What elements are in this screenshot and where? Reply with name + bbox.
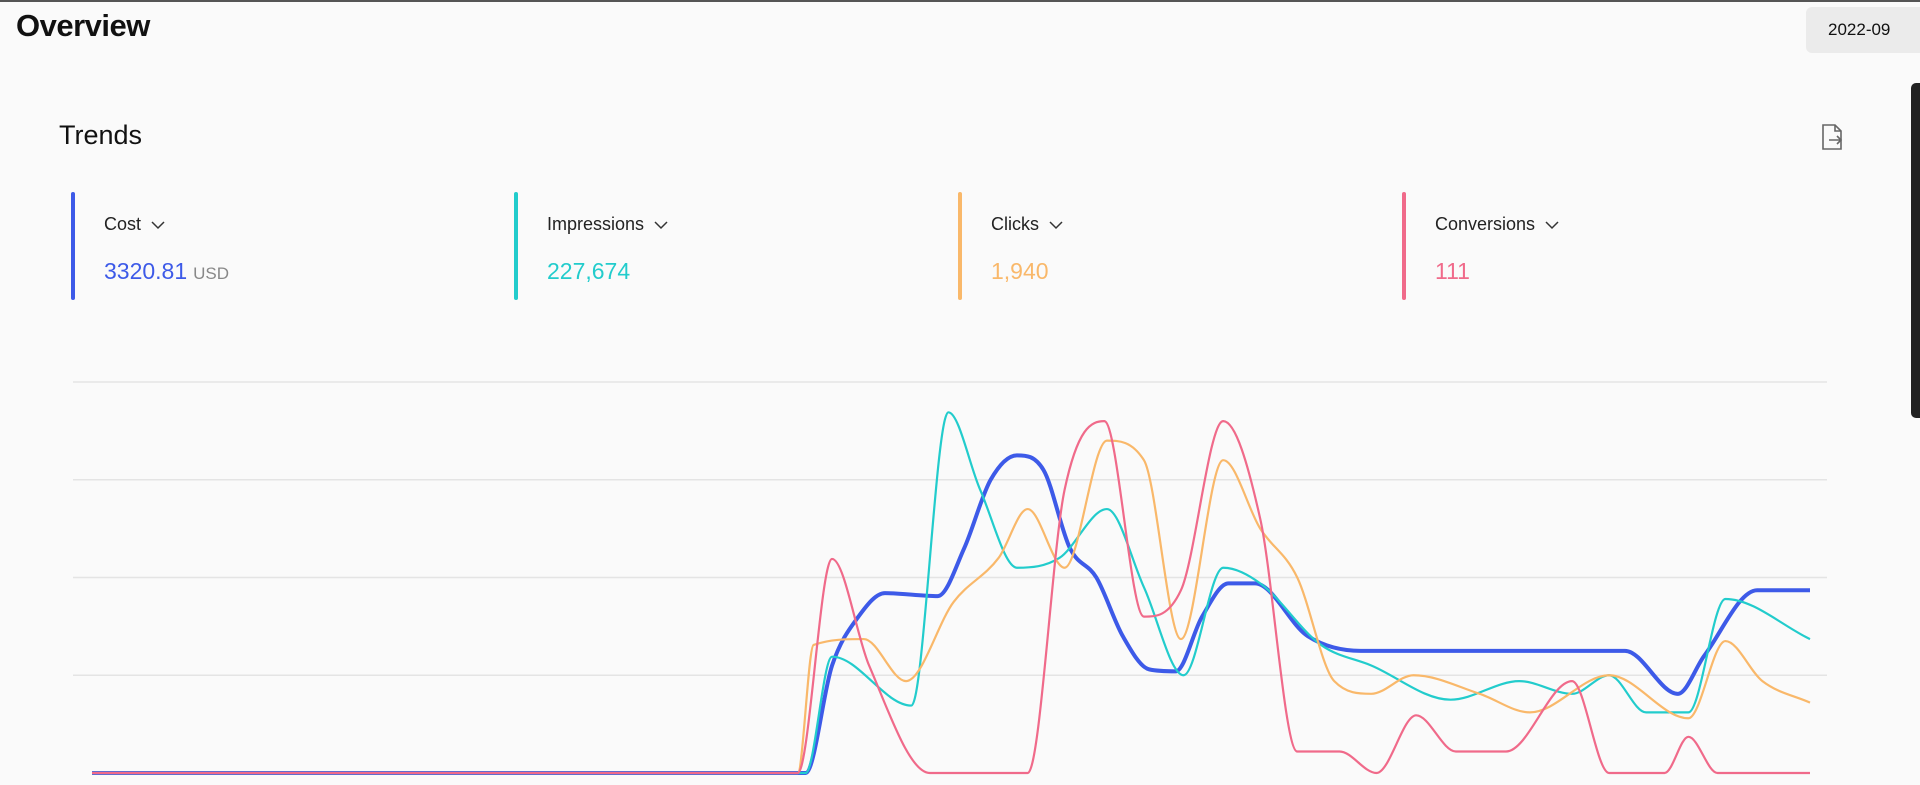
- chevron-down-icon: [1545, 220, 1559, 229]
- metric-label: Conversions: [1435, 214, 1536, 234]
- metric-label: Clicks: [991, 214, 1039, 234]
- metric-card-clicks[interactable]: Clicks 1,940: [958, 192, 1318, 300]
- metric-value: 3320.81 USD: [104, 258, 229, 285]
- metric-selector[interactable]: Conversions: [1435, 214, 1559, 235]
- series-line-impressions: [91, 411, 1811, 775]
- metric-value: 1,940: [991, 258, 1049, 285]
- series-line-cost: [91, 453, 1810, 775]
- metric-value-text: 111: [1435, 258, 1470, 284]
- metric-value: 111: [1435, 258, 1470, 285]
- metric-label: Impressions: [547, 214, 645, 234]
- metric-value-text: 3320.81: [104, 258, 188, 284]
- metric-color-bar: [1402, 192, 1406, 300]
- trend-chart: [73, 381, 1827, 775]
- series-line-clicks: [91, 439, 1811, 775]
- metric-card-conversions[interactable]: Conversions 111: [1402, 192, 1762, 300]
- page-title: Overview: [16, 8, 150, 43]
- metric-value-text: 1,940: [991, 258, 1049, 284]
- metric-unit: USD: [193, 264, 230, 283]
- metric-selector[interactable]: Clicks: [991, 214, 1063, 235]
- metric-value-text: 227,674: [547, 258, 631, 284]
- metric-card-cost[interactable]: Cost 3320.81 USD: [71, 192, 431, 300]
- metric-color-bar: [71, 192, 75, 300]
- section-title: Trends: [59, 120, 143, 150]
- series-line-conversions: [91, 420, 1810, 775]
- metric-card-impressions[interactable]: Impressions 227,674: [514, 192, 874, 300]
- metric-selector[interactable]: Cost: [104, 214, 165, 235]
- metric-color-bar: [958, 192, 962, 300]
- chevron-down-icon: [1049, 220, 1063, 229]
- chevron-down-icon: [654, 220, 668, 229]
- scrollbar[interactable]: [1911, 83, 1920, 418]
- metric-color-bar: [514, 192, 518, 300]
- metric-label: Cost: [104, 214, 142, 234]
- metric-selector[interactable]: Impressions: [547, 214, 668, 235]
- export-file-icon[interactable]: [1820, 123, 1844, 151]
- chevron-down-icon: [151, 220, 165, 229]
- date-range-picker[interactable]: 2022-09: [1806, 7, 1920, 53]
- metric-value: 227,674: [547, 258, 630, 285]
